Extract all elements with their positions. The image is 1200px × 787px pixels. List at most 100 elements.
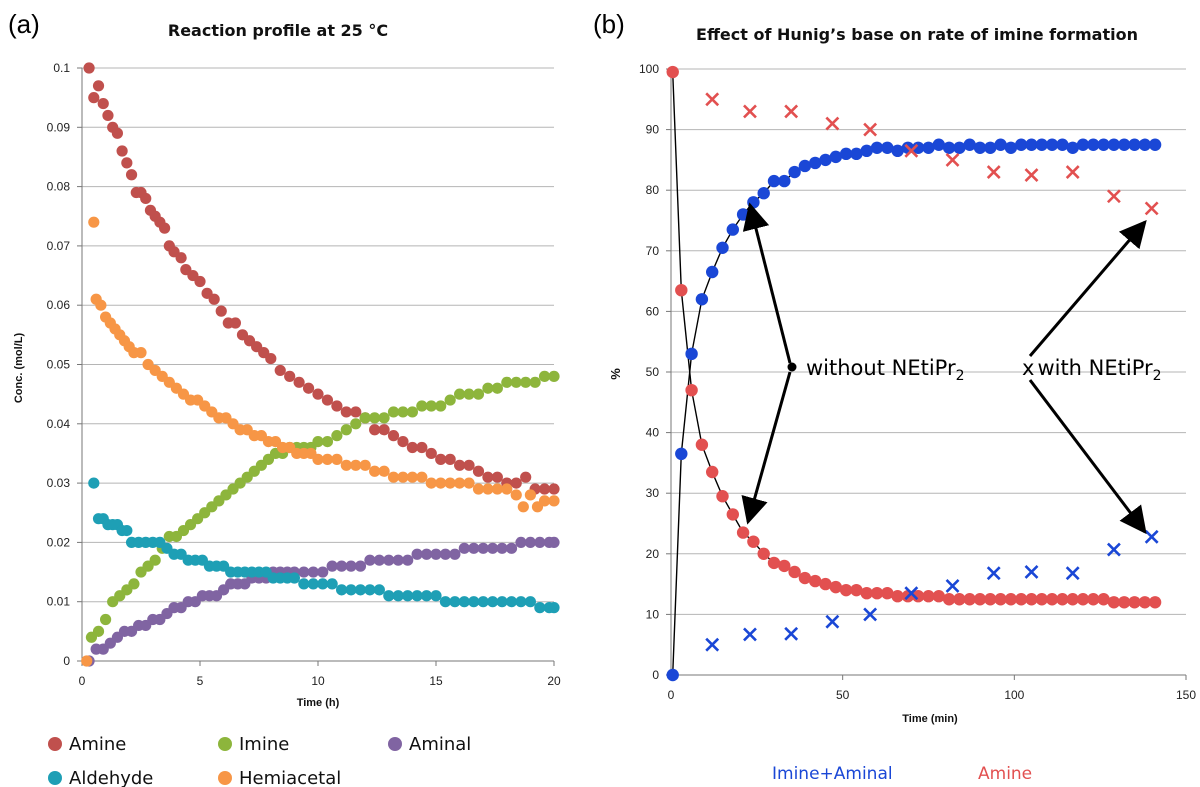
arrow-to-blue-curve [742,202,792,364]
data-point [510,489,522,501]
data-point [331,430,343,442]
data-point [97,97,109,110]
data-point [430,590,442,602]
data-point-x [825,116,840,131]
panel-b-data-points [666,65,1162,682]
data-point [463,388,475,400]
y-tick-label: 0.06 [47,298,71,312]
data-point [675,283,688,297]
data-point [383,554,395,566]
data-point-x [904,586,919,601]
panel-b-legend: Imine+Aminal Amine [772,764,1032,784]
data-point [364,554,376,566]
data-point-x [825,614,840,629]
data-point [912,141,925,154]
data-point [378,412,390,424]
data-point [293,376,305,388]
data-point-x [1024,565,1039,579]
data-point [496,596,508,608]
panel-a-axes [77,67,555,666]
data-point [1056,138,1069,151]
data-point [1107,138,1121,151]
data-point [402,554,414,566]
data-point [1107,596,1121,609]
legend-label: Imine [239,734,289,755]
data-point [387,406,400,418]
data-point [736,208,750,221]
data-point [1148,138,1162,151]
data-point [477,542,489,554]
data-point [548,495,560,507]
data-point [1087,593,1100,606]
data-point [121,524,133,537]
y-tick-label: 90 [646,123,660,137]
data-point [1076,138,1090,151]
data-point [1015,138,1028,151]
y-tick-label: 0.04 [47,417,71,431]
data-point [312,453,324,465]
data-point [435,477,447,489]
data-point [402,590,414,602]
panel-b-tick-labels: 0 10 20 30 40 50 60 70 80 90 100 0 50 100 150 [639,62,1196,702]
y-tick-label: 0 [63,654,70,668]
data-point [757,187,770,200]
data-point-x [945,152,960,167]
data-point [194,275,206,288]
data-point [397,435,409,448]
data-point [472,483,485,495]
data-point [274,364,286,377]
data-point [229,317,241,329]
data-point [350,406,362,418]
legend-swatch [48,771,62,785]
data-point [994,593,1007,606]
data-point [1118,596,1131,609]
data-point [1025,138,1038,151]
data-point-x [1106,189,1121,204]
data-point [378,424,390,436]
data-point [839,147,853,161]
data-point [520,471,532,483]
legend-item-aminal: Aminal [388,734,471,755]
data-point [387,430,400,442]
data-point [491,471,503,483]
data-point [284,370,296,382]
data-point [881,586,894,600]
data-point [383,590,395,602]
legend-label: Amine [69,734,126,755]
data-point [116,145,128,157]
panel-b-gridlines [671,68,1186,615]
data-point [321,453,334,465]
data-point [326,560,338,572]
data-point [416,400,428,412]
data-point [364,584,376,596]
y-tick-label: 0.09 [47,120,71,134]
data-point [963,593,976,606]
data-point [548,536,560,549]
panel-a-ylabel: Conc. (mol/L) [13,333,25,404]
data-point [809,156,822,170]
data-point [477,596,489,608]
data-point [435,400,447,412]
x-tick-label: 150 [1176,688,1196,702]
data-point [716,241,729,254]
y-tick-label: 0.02 [47,535,71,549]
data-point-x [1024,168,1039,182]
data-point [1004,141,1018,154]
data-point-x [705,92,720,107]
data-point [501,376,513,388]
data-point [548,602,560,614]
data-point [510,477,522,489]
data-point [121,157,133,169]
data-point [1128,138,1141,151]
data-point [932,138,945,151]
data-point [369,465,381,477]
data-point [482,382,494,394]
data-point [411,548,423,560]
panel-a-title: Reaction profile at 25 °C [168,21,388,40]
data-point [860,586,873,600]
data-point [435,453,447,465]
arrow-to-blue-x [1028,379,1147,535]
data-point [81,655,93,667]
data-point [505,596,518,608]
